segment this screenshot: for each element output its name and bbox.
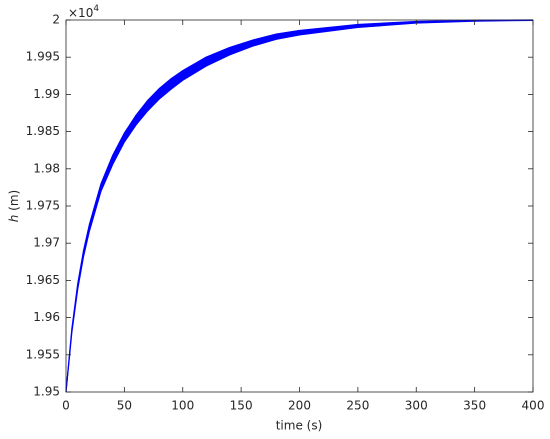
y-tick-label: 1.97	[33, 236, 60, 250]
y-label-unit: (m)	[7, 190, 21, 211]
y-tick-label: 1.975	[26, 199, 60, 213]
x-tick-label: 100	[171, 399, 194, 413]
y-tick-label: 1.98	[33, 161, 60, 175]
x-axis-label: time (s)	[276, 419, 323, 433]
x-tick-label: 50	[117, 399, 132, 413]
x-tick-label: 350	[463, 399, 486, 413]
y-tick-label: 1.95	[33, 385, 60, 399]
band-edge	[65, 19, 534, 393]
y-tick-label: 1.965	[26, 273, 60, 287]
x-tick-label: 400	[522, 399, 545, 413]
y-tick-label: 1.955	[26, 347, 60, 361]
y-multiplier-exp: 4	[93, 4, 99, 14]
y-label-var: h	[7, 215, 21, 223]
x-tick-label: 150	[230, 399, 253, 413]
y-tick-label: 1.99	[33, 87, 60, 101]
x-tick-label: 250	[346, 399, 369, 413]
y-tick-label: 1.995	[26, 50, 60, 64]
y-multiplier-base: ×10	[68, 6, 93, 20]
y-tick-label: 1.985	[26, 124, 60, 138]
band-edge	[65, 19, 534, 393]
x-tick-label: 0	[62, 399, 70, 413]
x-tick-label: 200	[288, 399, 311, 413]
y-axis-label: h (m)	[7, 190, 21, 223]
y-tick-label: 2	[52, 13, 60, 27]
y-multiplier: ×104	[68, 4, 99, 20]
x-tick-label: 300	[405, 399, 428, 413]
y-tick-label: 1.96	[33, 310, 60, 324]
